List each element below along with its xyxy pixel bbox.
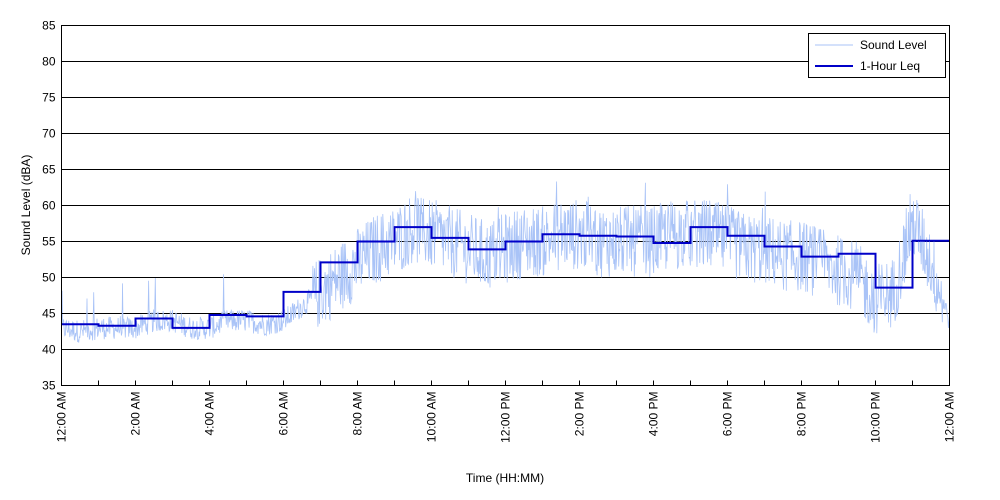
- series-sound-level: [61, 181, 950, 343]
- x-tick-label-9: 6:00 PM: [721, 392, 735, 437]
- sound-level-line: [61, 181, 950, 343]
- y-axis-ticks: 35 40 45 50 55 60 65 70 75 80 85: [42, 19, 67, 393]
- legend-label-sound-level: Sound Level: [860, 38, 927, 52]
- y-tick-label-50: 50: [42, 271, 56, 285]
- y-tick-label-85: 85: [42, 19, 56, 33]
- x-tick-label-1: 2:00 AM: [129, 392, 143, 436]
- x-axis-label: Time (HH:MM): [466, 471, 544, 485]
- x-tick-label-11: 10:00 PM: [869, 392, 883, 443]
- y-tick-label-55: 55: [42, 235, 56, 249]
- y-tick-label-40: 40: [42, 343, 56, 357]
- grid-lines: [61, 61, 950, 350]
- x-tick-label-2: 4:00 AM: [203, 392, 217, 436]
- y-tick-label-70: 70: [42, 127, 56, 141]
- y-tick-label-75: 75: [42, 91, 56, 105]
- x-tick-label-6: 12:00 PM: [499, 392, 513, 443]
- y-tick-label-45: 45: [42, 307, 56, 321]
- y-tick-label-60: 60: [42, 199, 56, 213]
- y-axis-label: Sound Level (dBA): [19, 155, 33, 256]
- y-tick-label-35: 35: [42, 379, 56, 393]
- leq-step-line: [61, 226, 950, 329]
- x-tick-label-10: 8:00 PM: [795, 392, 809, 437]
- legend: Sound Level 1-Hour Leq: [808, 33, 946, 78]
- x-tick-label-3: 6:00 AM: [277, 392, 291, 436]
- series-1-hour-leq: [61, 226, 950, 329]
- y-tick-label-80: 80: [42, 55, 56, 69]
- x-tick-label-12: 12:00 AM: [943, 391, 957, 442]
- x-tick-label-8: 4:00 PM: [647, 392, 661, 437]
- x-tick-label-7: 2:00 PM: [573, 392, 587, 437]
- y-tick-label-65: 65: [42, 163, 56, 177]
- x-tick-label-0: 12:00 AM: [55, 391, 69, 442]
- x-tick-label-4: 8:00 AM: [351, 392, 365, 436]
- legend-box: [808, 33, 946, 78]
- x-axis-ticks: 12:00 AM 2:00 AM 4:00 AM 6:00 AM 8:00 AM 10:0…: [55, 380, 957, 443]
- x-tick-label-5: 10:00 AM: [425, 391, 439, 442]
- legend-label-1-hour-leq: 1-Hour Leq: [860, 59, 920, 73]
